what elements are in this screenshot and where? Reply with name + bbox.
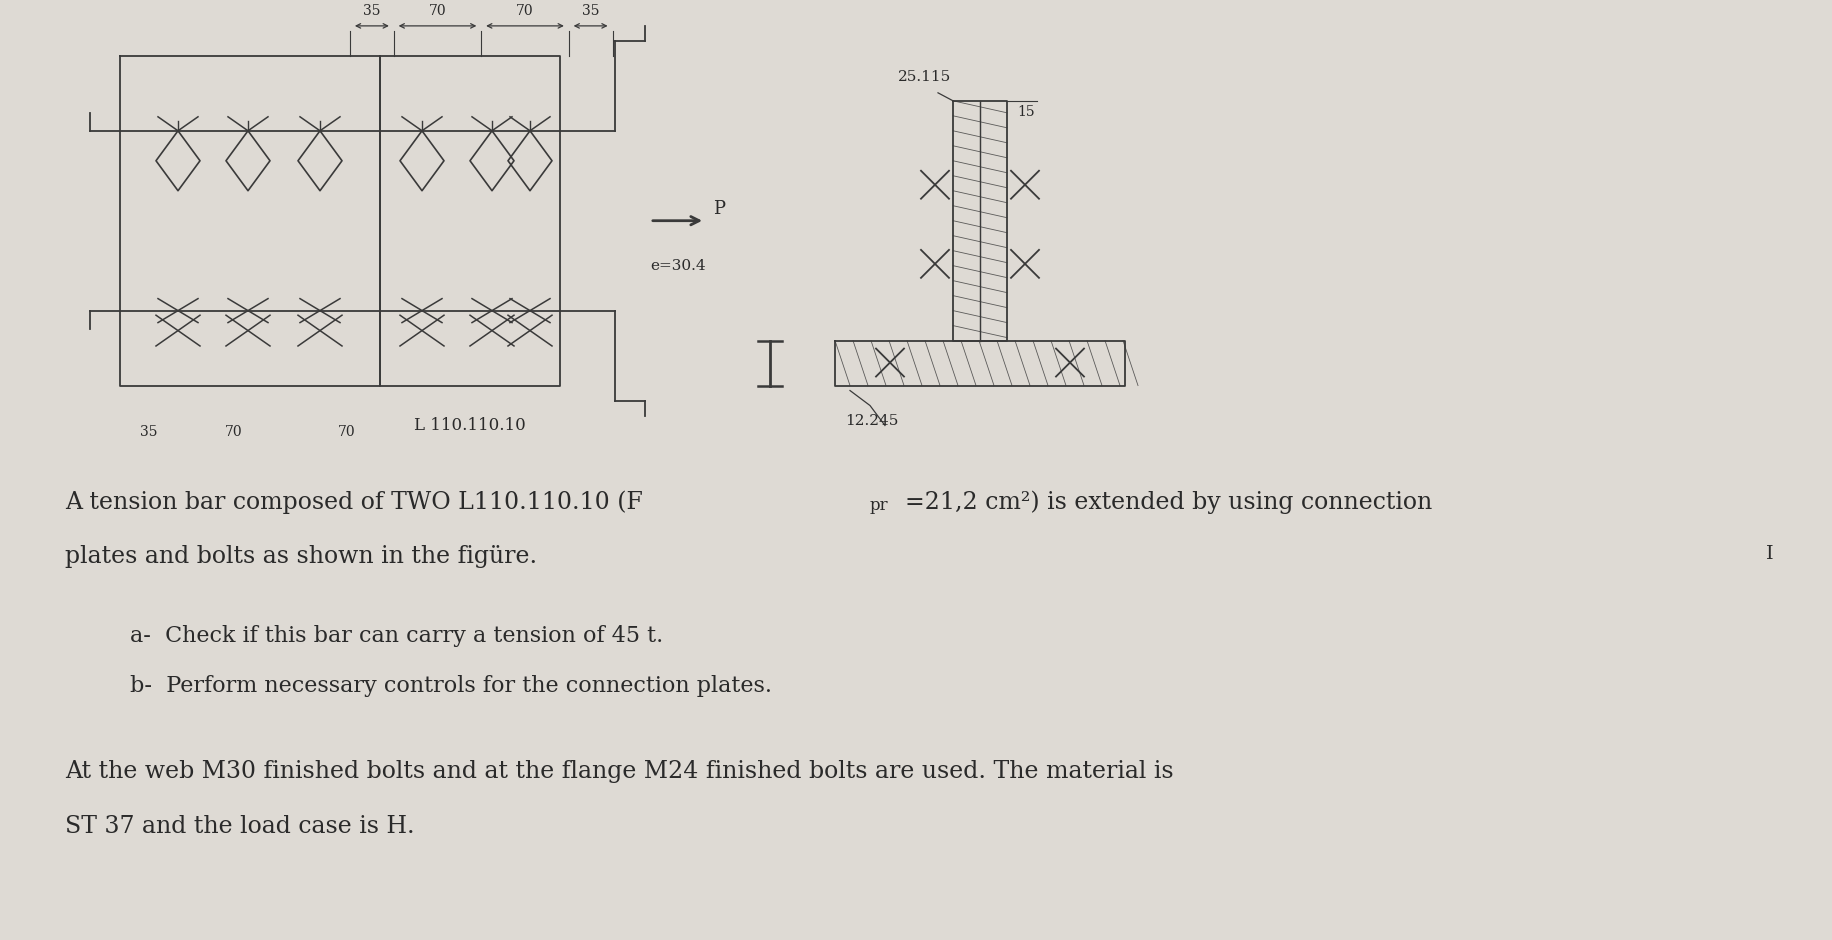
- Text: 25.115: 25.115: [898, 70, 951, 84]
- Text: 35: 35: [363, 4, 381, 18]
- Text: =21,2 cm²) is extended by using connection: =21,2 cm²) is extended by using connecti…: [905, 491, 1433, 514]
- Text: L 110.110.10: L 110.110.10: [414, 417, 526, 434]
- Text: 35: 35: [139, 426, 158, 440]
- Text: 70: 70: [337, 426, 355, 440]
- Text: 12.245: 12.245: [845, 415, 898, 429]
- Text: 15: 15: [1017, 104, 1035, 118]
- Text: 35: 35: [583, 4, 599, 18]
- Text: At the web M30 finished bolts and at the flange M24 finished bolts are used. The: At the web M30 finished bolts and at the…: [64, 760, 1174, 783]
- Text: 70: 70: [517, 4, 533, 18]
- Text: 70: 70: [225, 426, 242, 440]
- Text: plates and bolts as shown in the figüre.: plates and bolts as shown in the figüre.: [64, 545, 537, 569]
- Text: 70: 70: [429, 4, 447, 18]
- Text: I: I: [1766, 545, 1773, 563]
- Text: e=30.4: e=30.4: [650, 258, 705, 273]
- Text: P: P: [713, 199, 725, 218]
- Text: b-  Perform necessary controls for the connection plates.: b- Perform necessary controls for the co…: [130, 675, 771, 697]
- Text: ST 37 and the load case is H.: ST 37 and the load case is H.: [64, 815, 414, 838]
- Text: a-  Check if this bar can carry a tension of 45 t.: a- Check if this bar can carry a tension…: [130, 625, 663, 648]
- Text: pr: pr: [870, 497, 889, 514]
- Text: A tension bar composed of TWO L110.110.10 (F: A tension bar composed of TWO L110.110.1…: [64, 491, 643, 514]
